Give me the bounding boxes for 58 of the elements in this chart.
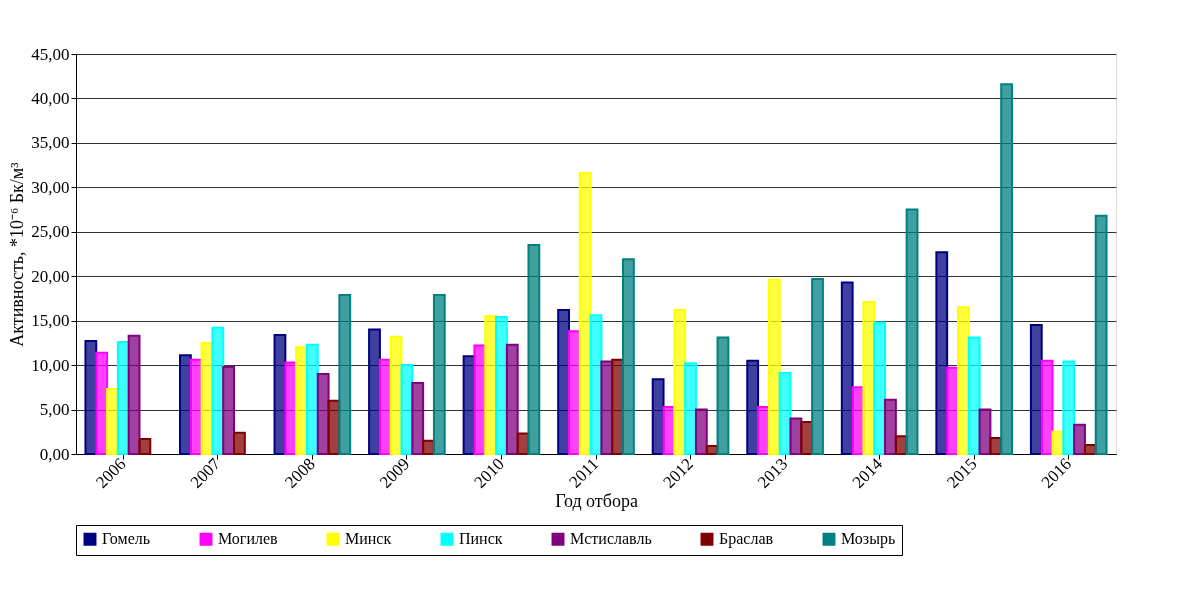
y-tick-label: 5,00 xyxy=(39,400,70,420)
bar xyxy=(684,362,697,455)
bar xyxy=(673,309,687,455)
bar xyxy=(746,359,760,455)
bar xyxy=(95,351,109,455)
bar xyxy=(1040,359,1054,455)
bar xyxy=(411,381,425,455)
bar xyxy=(527,244,541,455)
legend-label: Мозырь xyxy=(841,530,896,549)
x-axis-title: Год отбора xyxy=(555,491,638,512)
legend-label: Минск xyxy=(345,530,392,548)
legend-label: Браслав xyxy=(719,530,774,549)
bar xyxy=(138,437,152,455)
bar xyxy=(967,336,981,455)
bar xyxy=(935,251,949,455)
bar xyxy=(211,326,225,455)
bar xyxy=(368,328,381,455)
y-tick-label: 45,00 xyxy=(31,44,70,64)
bar xyxy=(767,278,781,455)
bar xyxy=(1062,360,1076,455)
bar xyxy=(651,378,665,455)
y-tick-label: 25,00 xyxy=(31,222,70,242)
bar xyxy=(1000,83,1013,455)
bar xyxy=(905,208,919,455)
bar xyxy=(505,343,519,455)
bar xyxy=(578,172,592,455)
bar xyxy=(127,334,141,455)
bar xyxy=(873,321,887,455)
bar xyxy=(811,277,824,455)
bar xyxy=(716,336,730,455)
legend-label: Пинск xyxy=(459,530,503,548)
bar xyxy=(316,373,330,455)
bar xyxy=(222,365,236,455)
y-axis-title: Активность, *10⁻⁶ Бк/м³ xyxy=(7,161,28,347)
bar xyxy=(233,431,246,455)
bar xyxy=(1073,423,1086,455)
y-tick-label: 40,00 xyxy=(31,88,70,108)
bar xyxy=(840,281,854,455)
y-tick-label: 30,00 xyxy=(31,177,70,197)
legend-label: Гомель xyxy=(102,530,151,548)
bar xyxy=(694,408,708,455)
bar xyxy=(956,306,970,455)
y-tick-label: 35,00 xyxy=(31,133,70,153)
y-tick-label: 0,00 xyxy=(39,444,70,464)
bar xyxy=(305,343,319,455)
bar xyxy=(338,293,352,455)
bar xyxy=(389,335,403,455)
bar xyxy=(1029,324,1043,455)
bar xyxy=(884,398,897,455)
bar xyxy=(622,258,635,455)
legend-label: Мстиславль xyxy=(570,530,652,548)
bar xyxy=(432,293,446,455)
y-tick-label: 20,00 xyxy=(31,266,70,286)
y-tick-label: 15,00 xyxy=(31,311,70,331)
bar xyxy=(1094,214,1108,455)
bar xyxy=(1083,444,1097,455)
y-tick-label: 10,00 xyxy=(31,355,70,375)
legend-label: Могилев xyxy=(218,530,279,548)
